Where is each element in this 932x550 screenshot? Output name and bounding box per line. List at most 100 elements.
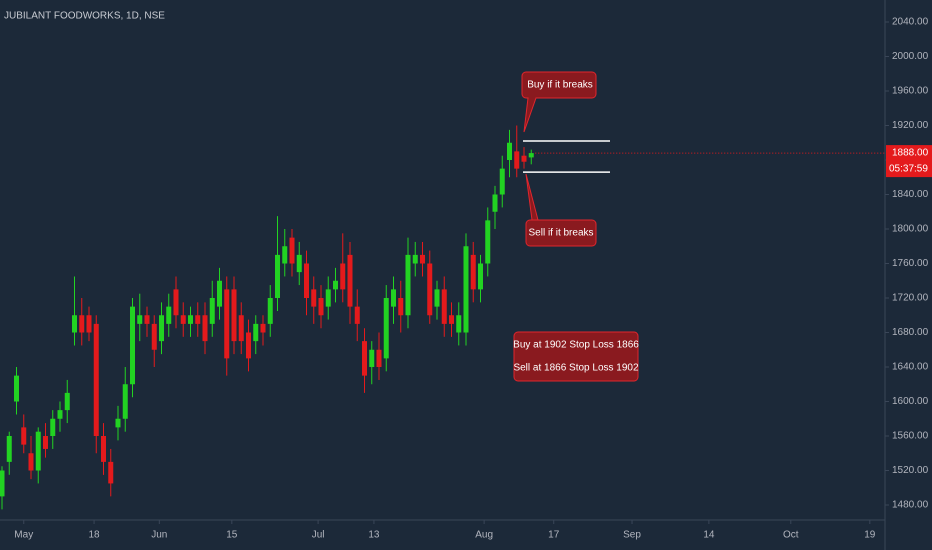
candle-body [514, 151, 520, 169]
candle-body [209, 298, 215, 324]
candle-body [383, 298, 389, 359]
y-tick-label: 1560.00 [892, 431, 929, 442]
y-tick-label: 1960.00 [892, 86, 929, 97]
candle-body [340, 263, 346, 290]
buy-bubble [521, 71, 597, 133]
x-tick-label: 14 [703, 530, 715, 541]
candle-body [376, 349, 382, 367]
candle-body [420, 254, 425, 264]
y-tick-label: 1640.00 [892, 362, 929, 373]
candle-body [427, 263, 433, 316]
candle-body [405, 254, 411, 316]
candle-body [101, 436, 106, 462]
candle-body [478, 263, 483, 290]
candle-body [21, 427, 27, 445]
candle-body [362, 341, 367, 376]
candle-body [43, 436, 48, 449]
candle-body [115, 418, 121, 428]
candle-body [485, 220, 491, 264]
candle-body [79, 315, 85, 333]
x-tick-label: Jun [151, 530, 167, 541]
candle-body [6, 436, 12, 462]
candle-body [246, 332, 251, 359]
candle-body [217, 280, 222, 307]
candle-body [289, 237, 295, 264]
candle-body [35, 431, 41, 471]
countdown: 05:37:59 [889, 164, 928, 175]
x-tick-label: Aug [475, 530, 493, 541]
candle-body [180, 315, 186, 324]
y-tick-label: 1800.00 [892, 224, 929, 235]
candle-body [130, 306, 135, 385]
candle-body [463, 246, 469, 333]
y-tick-label: 1760.00 [892, 258, 929, 269]
candle-body [159, 315, 164, 342]
candle-body [470, 254, 476, 290]
candle-body [521, 155, 527, 162]
x-tick-label: Oct [783, 530, 799, 541]
candle-body [528, 153, 534, 158]
candle-body [369, 349, 375, 367]
candle-body [296, 254, 302, 273]
candle-body [333, 280, 338, 290]
candle-body [231, 289, 237, 342]
candle-body [50, 418, 56, 436]
candle-body [492, 194, 498, 212]
y-tick-label: 1920.00 [892, 120, 929, 131]
plan-text: Buy at 1902 Stop Loss 1866 [513, 340, 639, 351]
candle-body [253, 323, 259, 342]
candle-body [325, 289, 331, 307]
candle-body [412, 254, 418, 264]
candle-body [108, 461, 114, 484]
candle-body [173, 289, 179, 316]
candle-body [456, 315, 462, 333]
candle-body [28, 453, 34, 471]
y-tick-label: 1600.00 [892, 396, 929, 407]
candle-body [267, 298, 273, 324]
candle-body [238, 315, 244, 342]
sell-bubble-text: Sell if it breaks [528, 228, 593, 239]
candle-body [311, 289, 317, 307]
candle-body [137, 315, 143, 324]
y-tick-label: 1520.00 [892, 465, 929, 476]
x-tick-label: Jul [312, 530, 325, 541]
candle-body [304, 263, 309, 298]
candle-body [86, 315, 92, 333]
candle-body [347, 254, 353, 307]
y-tick-label: 1480.00 [892, 500, 929, 511]
chart-title: JUBILANT FOODWORKS, 1D, NSE [4, 11, 165, 22]
last-price-tag [886, 145, 932, 178]
candle-body [449, 315, 454, 324]
candle-body [354, 306, 360, 324]
candle-body [72, 315, 77, 333]
candle-body [391, 289, 396, 307]
last-price-label: 1888.00 [892, 148, 929, 159]
x-tick-label: Sep [623, 530, 641, 541]
candle-body [166, 306, 172, 324]
candle-body [282, 246, 288, 264]
x-tick-label: 19 [864, 530, 876, 541]
candle-body [144, 315, 150, 324]
candle-body [318, 298, 324, 316]
candle-body [93, 323, 99, 436]
y-tick-label: 1840.00 [892, 189, 929, 200]
candle-body [64, 392, 70, 411]
x-tick-label: 18 [89, 530, 101, 541]
x-tick-label: May [14, 530, 33, 541]
plan-text: Sell at 1866 Stop Loss 1902 [513, 363, 639, 374]
candle-body [0, 470, 5, 497]
candle-body [14, 375, 19, 402]
candle-body [398, 298, 404, 316]
candle-body [188, 315, 193, 324]
candle-body [57, 410, 63, 419]
candle-body [151, 323, 157, 350]
sell-bubble [525, 173, 597, 247]
candle-body [224, 289, 230, 359]
y-tick-label: 2000.00 [892, 51, 929, 62]
x-tick-label: 13 [368, 530, 380, 541]
candle-body [122, 384, 128, 419]
candle-body [260, 323, 266, 333]
y-tick-label: 2040.00 [892, 17, 929, 28]
